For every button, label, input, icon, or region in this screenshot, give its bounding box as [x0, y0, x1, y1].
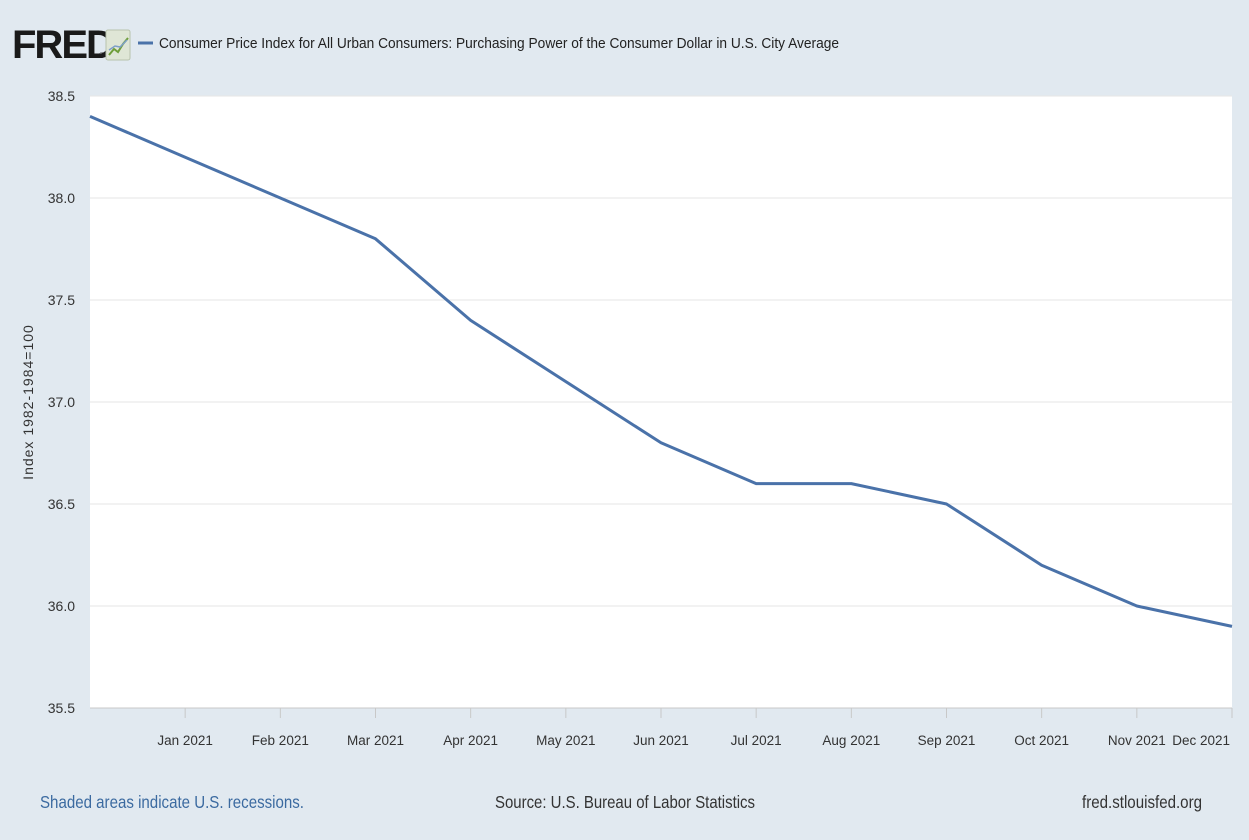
- data-point[interactable]: [941, 498, 953, 510]
- y-axis-ticks: 35.5 36.0 36.5 37.0 37.5 38.0 38.5: [48, 88, 75, 716]
- x-tick-label: Jan 2021: [157, 733, 213, 748]
- data-point[interactable]: [465, 314, 477, 326]
- x-tick-label: May 2021: [536, 733, 595, 748]
- x-tick-label: Dec 2021: [1172, 733, 1230, 748]
- fred-logo-registered: ®: [99, 51, 105, 60]
- data-point[interactable]: [179, 151, 191, 163]
- fred-logo-text: FRED: [12, 23, 114, 67]
- data-point[interactable]: [1226, 620, 1238, 632]
- x-tick-label: Aug 2021: [822, 733, 880, 748]
- x-tick-label: Mar 2021: [347, 733, 404, 748]
- y-tick-label: 36.5: [48, 496, 75, 512]
- y-tick-label: 37.5: [48, 292, 75, 308]
- x-axis-ticks: Jan 2021 Feb 2021 Mar 2021 Apr 2021 May 2021…: [157, 708, 1233, 748]
- data-point[interactable]: [560, 376, 572, 388]
- data-point[interactable]: [370, 233, 382, 245]
- series-line[interactable]: [89, 115, 1233, 628]
- data-point[interactable]: [274, 192, 286, 204]
- x-tick-label: Oct 2021: [1014, 733, 1069, 748]
- y-tick-label: 37.0: [48, 394, 75, 410]
- x-tick-label: Nov 2021: [1108, 733, 1166, 748]
- series-title: Consumer Price Index for All Urban Consu…: [159, 36, 839, 52]
- fred-logo[interactable]: FRED ®: [12, 23, 131, 67]
- x-tick-label: Jul 2021: [731, 733, 782, 748]
- series-group: [84, 110, 1238, 632]
- recessions-note-link[interactable]: Shaded areas indicate U.S. recessions.: [40, 792, 304, 812]
- data-point[interactable]: [84, 110, 96, 122]
- data-point[interactable]: [655, 437, 667, 449]
- fred-graph-icon: [105, 29, 131, 61]
- y-tick-label: 35.5: [48, 700, 75, 716]
- data-point[interactable]: [1131, 600, 1143, 612]
- y-tick-label: 38.5: [48, 88, 75, 104]
- y-axis-label: Index 1982-1984=100: [20, 324, 36, 480]
- y-tick-label: 38.0: [48, 190, 75, 206]
- x-tick-label: Apr 2021: [443, 733, 498, 748]
- data-point[interactable]: [750, 478, 762, 490]
- x-tick-label: Feb 2021: [252, 733, 309, 748]
- x-tick-label: Sep 2021: [918, 733, 976, 748]
- x-tick-label: Jun 2021: [633, 733, 689, 748]
- legend: Consumer Price Index for All Urban Consu…: [138, 36, 839, 52]
- y-tick-label: 36.0: [48, 598, 75, 614]
- grid-lines: [90, 95, 1232, 607]
- data-point[interactable]: [1036, 559, 1048, 571]
- source-note: Source: U.S. Bureau of Labor Statistics: [495, 792, 755, 812]
- site-link[interactable]: fred.stlouisfed.org: [1082, 792, 1202, 812]
- data-point[interactable]: [845, 478, 857, 490]
